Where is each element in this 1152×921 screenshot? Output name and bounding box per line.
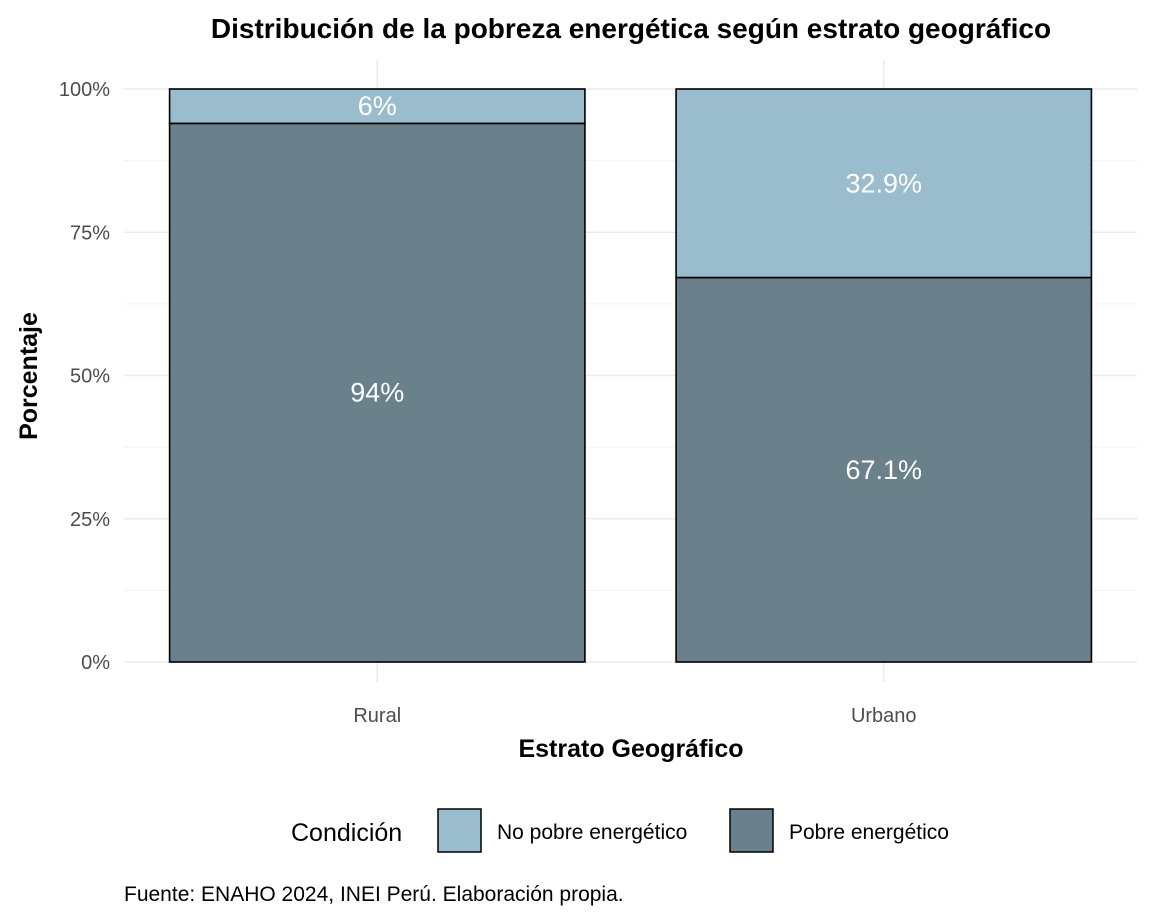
- bar-segment: [168, 122, 586, 663]
- chart-caption: Fuente: ENAHO 2024, INEI Perú. Elaboraci…: [124, 883, 624, 906]
- x-axis-title: Estrato Geográfico: [518, 735, 743, 763]
- bar-value-label: 6%: [358, 91, 397, 121]
- chart-title: Distribución de la pobreza energética se…: [211, 13, 1051, 44]
- bar-value-label: 94%: [350, 378, 404, 408]
- x-axis-ticks: Rural Urbano: [353, 705, 916, 727]
- legend-swatch-pobre: [729, 808, 774, 853]
- bar-segment: [675, 276, 1093, 663]
- y-tick-label: 0%: [81, 652, 110, 674]
- y-axis-title: Porcentaje: [15, 312, 43, 440]
- legend-swatch-no-pobre: [437, 808, 482, 853]
- x-tick-label: Rural: [353, 705, 401, 727]
- y-tick-label: 100%: [59, 79, 110, 101]
- legend: Condición No pobre energético Pobre ener…: [291, 808, 949, 853]
- bar-labels: 94% 6% 67.1% 32.9%: [350, 91, 922, 485]
- legend-label-pobre: Pobre energético: [789, 821, 949, 844]
- bar-segment: [168, 88, 586, 125]
- y-axis-ticks: 0% 25% 50% 75% 100%: [59, 79, 110, 674]
- y-tick-label: 75%: [70, 222, 110, 244]
- bar-value-label: 67.1%: [845, 455, 922, 485]
- legend-title: Condición: [291, 819, 402, 847]
- bars: [168, 88, 1093, 663]
- bar-segment: [675, 88, 1093, 279]
- y-tick-label: 50%: [70, 366, 110, 388]
- y-tick-label: 25%: [70, 509, 110, 531]
- legend-label-no-pobre: No pobre energético: [497, 821, 687, 844]
- x-tick-label: Urbano: [851, 705, 917, 727]
- bar-value-label: 32.9%: [845, 168, 922, 198]
